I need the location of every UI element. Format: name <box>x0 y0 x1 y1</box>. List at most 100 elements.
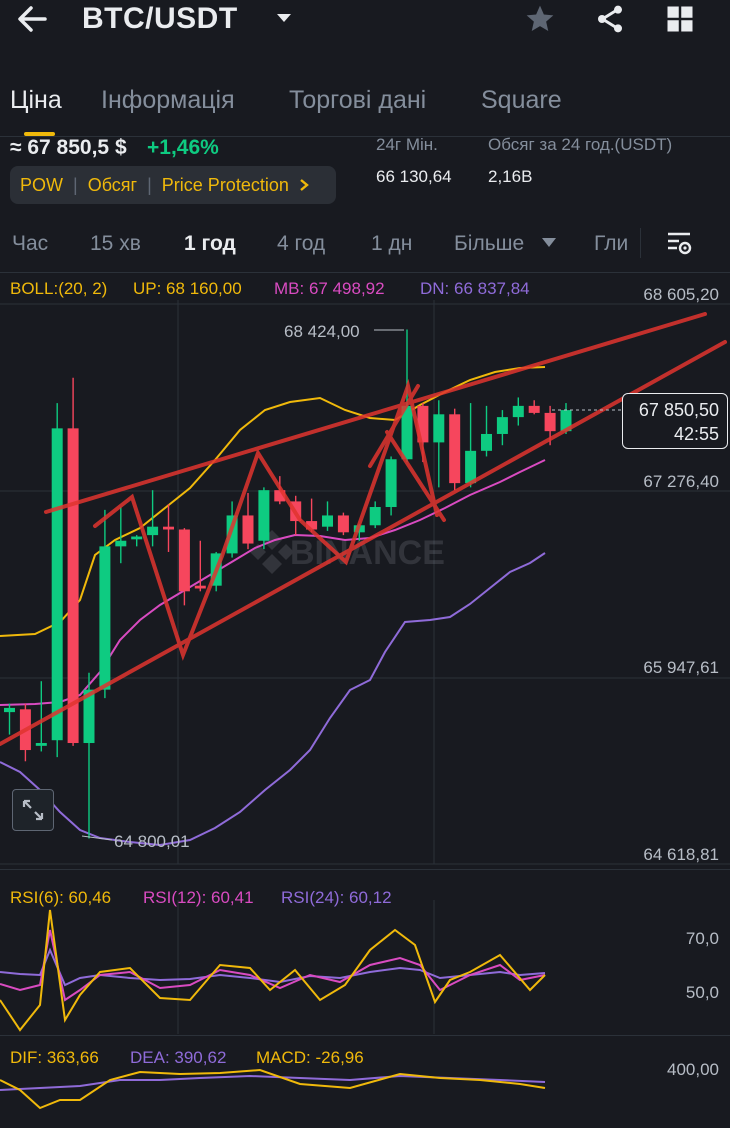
candle-body <box>242 515 254 544</box>
candle-body <box>67 428 79 744</box>
candle-body <box>131 536 143 540</box>
toolbar-divider <box>0 272 730 273</box>
price-chart[interactable]: BINANCE 68 424,00 64 800,01 <box>0 300 730 870</box>
tab-price[interactable]: Ціна <box>10 86 62 114</box>
candle-body <box>51 428 63 741</box>
tab-info[interactable]: Інформація <box>101 86 235 114</box>
tf-4h[interactable]: 4 год <box>277 232 326 255</box>
macd-value-label: MACD: -26,96 <box>256 1048 364 1067</box>
macd-dif-label: DIF: 363,66 <box>10 1048 99 1067</box>
tab-square[interactable]: Square <box>481 86 562 114</box>
low-annotation-line <box>81 835 113 841</box>
tag-row[interactable]: POW | Обсяг | Price Protection <box>10 166 336 204</box>
tf-1d[interactable]: 1 дн <box>371 232 413 255</box>
rsi-chart <box>0 900 546 1034</box>
candle-body <box>369 507 381 526</box>
candle-countdown: 42:55 <box>673 424 719 444</box>
tf-divider <box>640 228 641 258</box>
boll-dn-line <box>0 552 546 847</box>
high-annotation: 68 424,00 <box>284 322 360 341</box>
candle-body <box>512 405 524 418</box>
candle-body <box>465 450 477 484</box>
tab-active-indicator <box>24 132 55 136</box>
current-price-value: 67 850,50 <box>638 400 719 420</box>
candle-body <box>274 490 286 502</box>
price-axis-mid2: 65 947,61 <box>643 658 719 677</box>
candle-body <box>83 689 95 744</box>
pair-dropdown-button[interactable] <box>270 6 298 30</box>
boll-mb-line <box>0 459 546 706</box>
volume-24h-value: 2,16B <box>488 167 533 186</box>
macd-dea-line <box>0 1074 546 1091</box>
tabs-divider <box>0 136 730 137</box>
candle-body <box>322 515 333 527</box>
star-icon <box>526 5 554 31</box>
candle-body <box>496 417 508 434</box>
page-title[interactable]: BTC/USDT <box>82 2 238 35</box>
tf-time[interactable]: Час <box>12 232 49 255</box>
price-axis-mid1: 67 276,40 <box>643 472 719 491</box>
grid-icon <box>667 6 693 32</box>
tf-15m[interactable]: 15 хв <box>90 232 141 255</box>
share-button[interactable] <box>590 0 630 38</box>
tag-separator: | <box>147 174 152 195</box>
low-24h-label: 24г Мін. <box>376 135 438 154</box>
pow-tag[interactable]: POW <box>20 174 63 195</box>
tf-more[interactable]: Більше <box>454 232 525 255</box>
layout-button[interactable] <box>660 0 700 38</box>
rsi24-label: RSI(24): 60,12 <box>281 888 392 907</box>
rsi-divider <box>0 869 730 870</box>
candle-body <box>337 515 349 533</box>
candle-body <box>417 405 429 443</box>
rsi24-line <box>0 947 546 987</box>
arrow-left-icon <box>18 6 47 32</box>
candle-body <box>544 412 556 432</box>
caret-down-icon <box>542 238 556 247</box>
candle-body <box>449 414 461 484</box>
chart-settings-button[interactable] <box>662 228 696 258</box>
back-button[interactable] <box>10 0 54 38</box>
tf-depth[interactable]: Гли <box>594 232 628 255</box>
current-price-box[interactable]: 67 850,50 42:55 <box>622 393 728 449</box>
candle-body <box>481 433 492 451</box>
candle-body <box>401 405 413 460</box>
tag-separator: | <box>73 174 78 195</box>
tab-trading-data[interactable]: Торгові дані <box>289 86 427 114</box>
candle-body <box>385 459 397 508</box>
share-icon <box>598 5 622 33</box>
candle-body <box>4 707 15 713</box>
tf-1h[interactable]: 1 год <box>184 232 236 255</box>
fullscreen-button[interactable] <box>12 789 54 831</box>
volume-tag[interactable]: Обсяг <box>87 174 138 195</box>
expand-icon <box>22 799 44 821</box>
rsi-axis-50: 50,0 <box>685 983 719 1002</box>
low-24h-value: 66 130,64 <box>376 167 452 186</box>
candle-body <box>433 414 445 443</box>
macd-dea-label: DEA: 390,62 <box>130 1048 227 1067</box>
price-axis-top: 68 605,20 <box>643 285 719 304</box>
candle-body <box>258 490 270 541</box>
rsi6-label: RSI(6): 60,46 <box>10 888 112 907</box>
favorite-button[interactable] <box>520 0 560 38</box>
boll-up: UP: 68 160,00 <box>133 279 242 298</box>
boll-label: BOLL:(20, 2) <box>10 279 108 298</box>
low-annotation: 64 800,01 <box>114 832 190 851</box>
macd-axis-400: 400,00 <box>667 1060 719 1079</box>
candle-body <box>560 410 572 432</box>
candle-body <box>115 540 127 547</box>
caret-down-icon <box>277 14 291 22</box>
boll-mb: MB: 67 498,92 <box>274 279 385 298</box>
candle-body <box>163 526 174 530</box>
macd-dif-line <box>0 1068 546 1110</box>
rsi12-line <box>0 929 546 1002</box>
candle-body <box>528 405 540 413</box>
approx-price: ≈ 67 850,5 $ <box>10 136 127 159</box>
rsi12-label: RSI(12): 60,41 <box>143 888 254 907</box>
candle-body <box>306 521 318 530</box>
volume-24h-label: Обсяг за 24 год.(USDT) <box>488 135 673 154</box>
rsi-axis-70: 70,0 <box>685 929 719 948</box>
boll-dn: DN: 66 837,84 <box>420 279 530 298</box>
candle-body <box>194 585 206 589</box>
rsi6-line <box>0 909 546 1032</box>
price-protection-tag[interactable]: Price Protection <box>161 174 289 195</box>
